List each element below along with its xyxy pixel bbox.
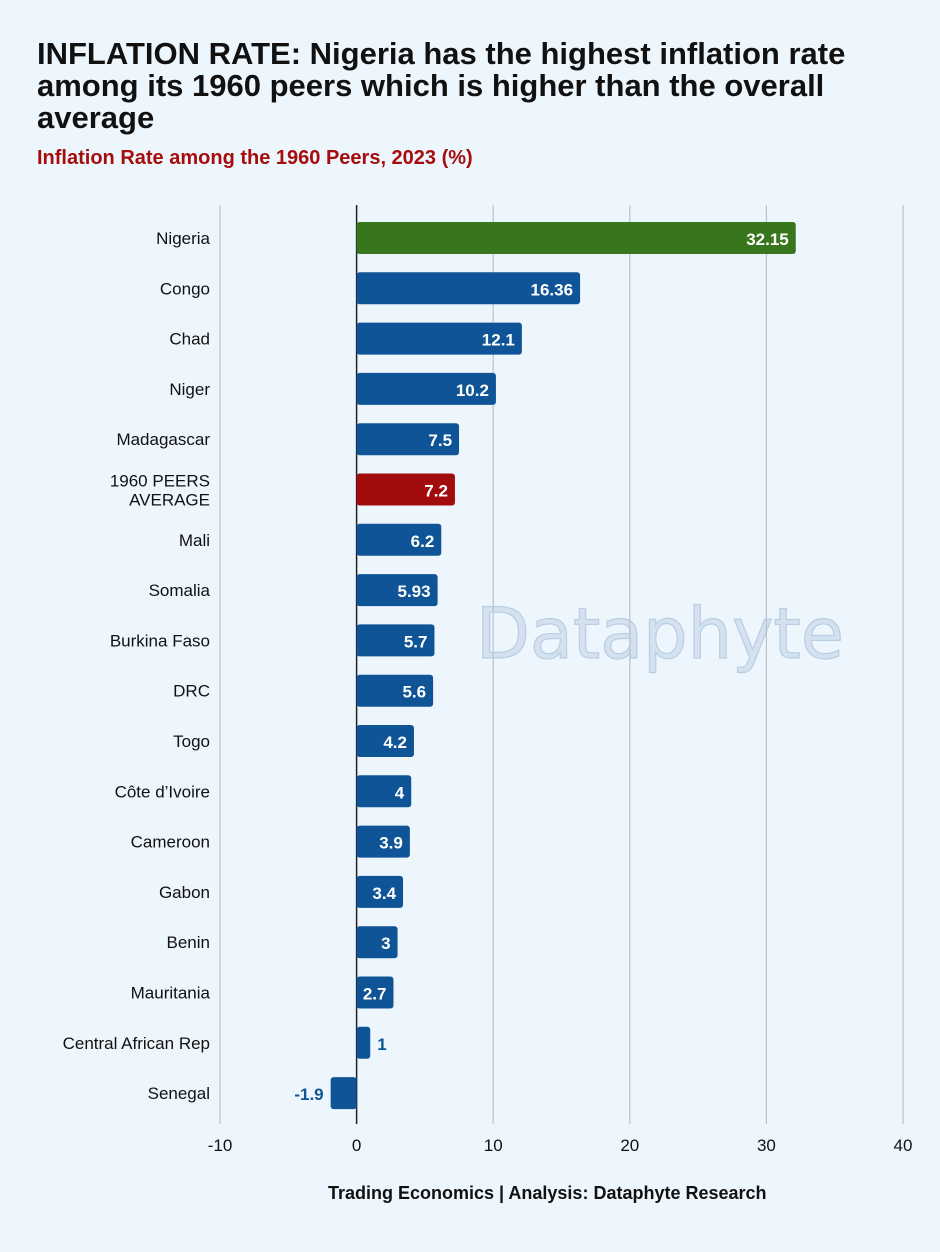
x-axis-ticks: -10 0 10 20 30 40 (208, 1136, 913, 1155)
x-tick-label: 10 (484, 1136, 503, 1155)
bar-burkina-faso (356, 624, 435, 657)
category-label: Congo (160, 279, 210, 298)
watermark: Dataphyte (476, 593, 844, 675)
category-label: Central African Rep (63, 1034, 210, 1053)
bar-somalia (356, 574, 438, 607)
grid-lines (219, 205, 904, 1124)
bar-c-te-d-ivoire (356, 775, 412, 808)
category-label: Mali (179, 531, 210, 550)
category-labels: Nigeria Congo Chad Niger Madagascar 1960 PEER… (63, 229, 211, 1103)
bars (330, 222, 796, 1110)
category-label: Togo (173, 732, 210, 751)
category-label: Senegal (148, 1084, 210, 1103)
bar-benin (356, 926, 398, 959)
value-label: 7.2 (424, 482, 448, 501)
category-label: Benin (167, 933, 210, 952)
bar-gabon (356, 875, 404, 908)
value-label: 16.36 (531, 280, 574, 299)
bar-niger (356, 372, 496, 405)
chart-title: INFLATION RATE: Nigeria has the highest … (37, 36, 846, 135)
source-note: Trading Economics | Analysis: Dataphyte … (328, 1183, 767, 1203)
value-label: 10.2 (456, 381, 489, 400)
category-label: Burkina Faso (110, 631, 210, 650)
category-label: Niger (169, 380, 210, 399)
bar-drc (356, 674, 434, 707)
chart-subtitle: Inflation Rate among the 1960 Peers, 202… (37, 147, 473, 169)
category-label: Somalia (149, 581, 211, 600)
category-label: Côte d’Ivoire (115, 782, 210, 801)
bar-central-african-rep (356, 1026, 371, 1059)
category-label: Madagascar (116, 430, 210, 449)
value-label: 3.4 (372, 884, 396, 903)
value-label: 4 (395, 783, 405, 802)
bar-togo (356, 725, 414, 757)
bar-senegal (330, 1077, 357, 1110)
value-label: 3 (381, 934, 390, 953)
value-label: 5.7 (404, 632, 428, 651)
value-label: 6.2 (411, 532, 435, 551)
category-label: Gabon (159, 883, 210, 902)
value-label: 12.1 (482, 331, 515, 350)
bar-1960-peers-average (356, 473, 455, 506)
value-label: -1.9 (294, 1085, 323, 1104)
value-label: 5.93 (398, 582, 431, 601)
x-tick-label: -10 (208, 1136, 233, 1155)
x-tick-label: 40 (894, 1136, 913, 1155)
value-label: 2.7 (363, 985, 387, 1004)
category-label: DRC (173, 682, 210, 701)
value-label: 4.2 (383, 733, 407, 752)
bar-nigeria (356, 222, 796, 254)
value-label: 5.6 (402, 683, 426, 702)
bar-congo (356, 272, 581, 305)
category-label: 1960 PEERS AVERAGE (110, 472, 210, 510)
value-label: 32.15 (746, 230, 789, 249)
bar-madagascar (356, 423, 460, 456)
bar-cameroon (356, 825, 410, 858)
value-label: 1 (377, 1035, 386, 1054)
bar-mali (356, 523, 442, 556)
value-label: 7.5 (428, 431, 452, 450)
x-tick-label: 0 (352, 1136, 361, 1155)
category-label: Nigeria (156, 229, 210, 248)
x-tick-label: 30 (757, 1136, 776, 1155)
category-label: Mauritania (131, 984, 211, 1003)
bar-mauritania (356, 976, 394, 1009)
value-label: 3.9 (379, 834, 403, 853)
x-tick-label: 20 (620, 1136, 639, 1155)
category-label: Chad (169, 330, 210, 349)
bar-chad (356, 322, 522, 355)
value-labels: 32.15 16.36 12.1 10.2 7.5 7.2 6.2 5.93 5.7 5.6 4.2… (294, 230, 788, 1104)
category-label: Cameroon (131, 833, 210, 852)
